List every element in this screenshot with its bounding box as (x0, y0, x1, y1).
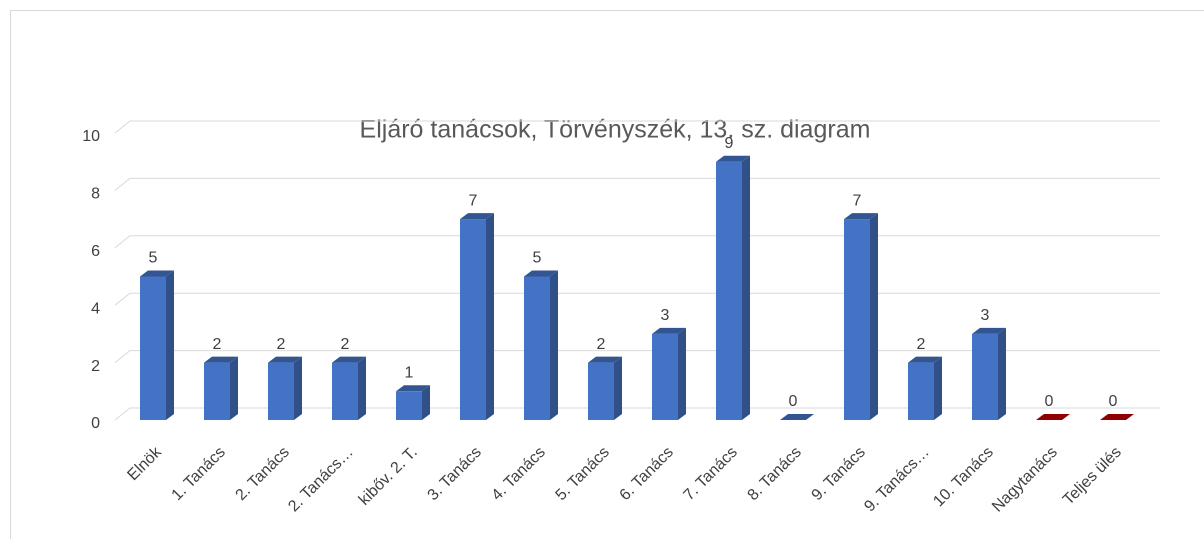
x-tick-label: 3. Tanács (425, 444, 485, 504)
bar (204, 362, 230, 420)
grid-line (114, 350, 1160, 363)
x-tick-label: 7. Tanács (681, 444, 741, 504)
grid-line (114, 292, 1160, 306)
y-tick-label: 4 (91, 300, 100, 317)
data-label: 7 (469, 192, 478, 209)
bar (396, 391, 422, 420)
x-tick-label: 5. Tanács (553, 444, 613, 504)
bar-top (140, 270, 174, 277)
bar-side (742, 155, 750, 420)
data-label: 1 (405, 365, 414, 382)
data-label: 0 (1045, 393, 1054, 410)
bar-top (332, 356, 366, 363)
x-tick-label: 2. Tanács (233, 444, 293, 504)
y-tick-label: 0 (91, 415, 100, 432)
bar (140, 276, 166, 420)
y-tick-label: 10 (82, 128, 100, 145)
x-tick-label: Teljes ülés (1060, 444, 1125, 509)
x-tick-label: 10. Tanács (930, 444, 997, 511)
bar (844, 219, 870, 420)
bar-side (870, 213, 878, 420)
data-label: 0 (789, 393, 798, 410)
bar-top (844, 213, 878, 220)
bar-top (460, 213, 494, 220)
data-label: 2 (213, 336, 222, 353)
grid-line (114, 120, 1160, 134)
y-tick-label: 8 (91, 186, 100, 203)
grid-line (114, 407, 1160, 421)
bar-top (652, 327, 686, 334)
bar-top (204, 356, 238, 363)
data-label: 3 (661, 307, 670, 324)
data-label: 3 (981, 307, 990, 324)
x-tick-label: Nagytanács (989, 444, 1061, 516)
bar (588, 362, 614, 420)
bar (524, 276, 550, 420)
grid-line (114, 235, 1160, 249)
x-tick-label: 9. Tanács… (861, 444, 933, 516)
data-label: 2 (597, 336, 606, 353)
bar-top (1100, 414, 1134, 420)
bar-side (614, 356, 622, 420)
bar-side (358, 356, 366, 420)
bar-side (998, 327, 1006, 420)
data-label: 2 (341, 336, 350, 353)
bar-top (716, 155, 750, 162)
data-label: 9 (725, 135, 734, 152)
grid-line (114, 177, 1160, 191)
bar (460, 219, 486, 420)
y-tick-label: 2 (91, 358, 100, 375)
data-label: 5 (149, 250, 158, 267)
bar-top (780, 414, 814, 420)
chart-title: Eljáró tanácsok, Törvényszék, 13. sz. di… (360, 116, 871, 144)
bar (332, 362, 358, 420)
bar-top (972, 327, 1006, 334)
bar-side (166, 270, 174, 420)
x-tick-label: 4. Tanács (489, 444, 549, 504)
y-tick-label: 6 (91, 243, 100, 260)
x-tick-label: 9. Tanács (809, 444, 869, 504)
data-label: 0 (1109, 393, 1118, 410)
x-tick-label: 6. Tanács (617, 444, 677, 504)
bar (972, 333, 998, 420)
bar (908, 362, 934, 420)
bar-top (268, 356, 302, 363)
chart-border (10, 10, 1204, 539)
bar-side (550, 270, 558, 420)
bar (652, 333, 678, 420)
data-label: 2 (277, 336, 286, 353)
data-label: 7 (853, 192, 862, 209)
data-label: 2 (917, 336, 926, 353)
x-tick-label: 2. Tanács… (285, 444, 357, 516)
x-tick-label: Elnök (124, 443, 165, 484)
bar-side (230, 356, 238, 420)
bar (716, 161, 742, 420)
bar-side (422, 385, 430, 420)
bar-top (524, 270, 558, 277)
bar-side (486, 213, 494, 420)
bar-top (588, 356, 622, 363)
x-tick-label: kibőv. 2. T. (356, 444, 421, 509)
bar-side (678, 327, 686, 420)
bar (268, 362, 294, 420)
data-label: 5 (533, 250, 542, 267)
x-tick-label: 8. Tanács (745, 444, 805, 504)
bar-side (294, 356, 302, 420)
x-tick-label: 1. Tanács (169, 444, 229, 504)
bar-side (934, 356, 942, 420)
bar-top (1036, 414, 1070, 420)
bar-top (908, 356, 942, 363)
bar-top (396, 385, 430, 392)
